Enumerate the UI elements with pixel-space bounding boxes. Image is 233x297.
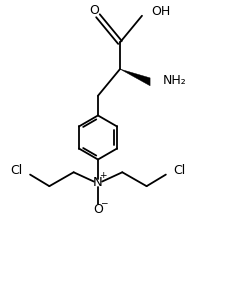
Text: NH₂: NH₂ [163,74,187,87]
Text: O: O [93,203,103,216]
Text: Cl: Cl [174,164,186,177]
Text: N: N [93,176,103,189]
Text: OH: OH [152,5,171,18]
Polygon shape [120,69,150,86]
Text: +: + [99,171,107,180]
Text: −: − [100,199,108,208]
Text: Cl: Cl [10,164,22,177]
Text: O: O [89,4,99,17]
